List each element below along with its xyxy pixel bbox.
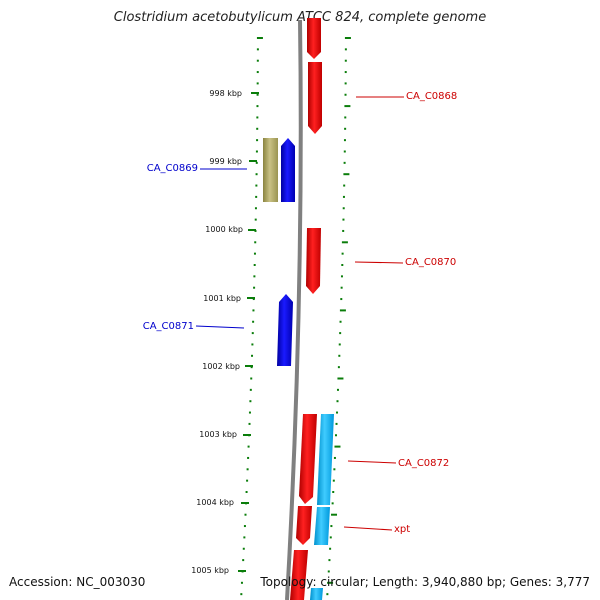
cyan-feature-3 — [310, 588, 323, 600]
scale-label: 1003 kbp — [199, 430, 237, 439]
gene-label-ca-c0868: CA_C0868 — [406, 91, 457, 102]
gene-arrow-ca-c0871 — [277, 294, 293, 366]
gene-label-xpt: xpt — [394, 524, 410, 535]
scale-mark: 998 kbp — [209, 89, 259, 98]
gene-arrow-ca-c0869 — [281, 138, 295, 202]
map-title: Clostridium acetobutylicum ATCC 824, com… — [113, 10, 487, 25]
scale-label: 1001 kbp — [203, 294, 241, 303]
gene-label-ca-c0869: CA_C0869 — [147, 163, 198, 174]
cyan-feature-2 — [314, 507, 330, 545]
outer-tick-ring — [326, 37, 351, 596]
inner-tick-ring — [240, 37, 263, 596]
scale-mark: 1004 kbp — [196, 498, 249, 507]
scale-mark: 1003 kbp — [199, 430, 251, 439]
gene-labels: CA_C0868 CA_C0869 CA_C0870 CA_C0871 CA_C… — [143, 91, 458, 535]
scale-label: 1004 kbp — [196, 498, 234, 507]
cyan-feature-1 — [317, 414, 334, 505]
scale-mark: 1002 kbp — [202, 362, 253, 371]
scale-label: 999 kbp — [209, 157, 242, 166]
gene-arrow-ca-c0868 — [308, 62, 322, 134]
scale-mark: 1000 kbp — [205, 225, 256, 234]
scale-mark: 999 kbp — [209, 157, 257, 166]
gene-arrow-ca-c0870 — [306, 228, 321, 294]
scale-label: 998 kbp — [209, 89, 242, 98]
gene-arrow-ca-c0872 — [299, 414, 317, 504]
olive-feature — [263, 138, 278, 202]
genome-backbone — [285, 19, 303, 600]
accession-label: Accession: NC_003030 — [9, 575, 146, 589]
gene-label-ca-c0870: CA_C0870 — [405, 257, 456, 268]
gene-arrow-ca-c0866 — [307, 18, 321, 59]
gene-label-ca-c0872: CA_C0872 — [398, 458, 449, 469]
scale-label: 1002 kbp — [202, 362, 240, 371]
gene-label-ca-c0871: CA_C0871 — [143, 321, 194, 332]
scale-label: 1000 kbp — [205, 225, 243, 234]
topology-label: Topology: circular; Length: 3,940,880 bp… — [260, 575, 590, 589]
scale-mark: 1005 kbp — [191, 566, 246, 575]
gene-arrow-xpt — [296, 506, 312, 545]
gene-arrow-next — [290, 550, 308, 600]
scale-label: 1005 kbp — [191, 566, 229, 575]
scale: 998 kbp 999 kbp 1000 kbp 1001 kbp 1002 k… — [191, 89, 259, 575]
scale-mark: 1001 kbp — [203, 294, 255, 303]
